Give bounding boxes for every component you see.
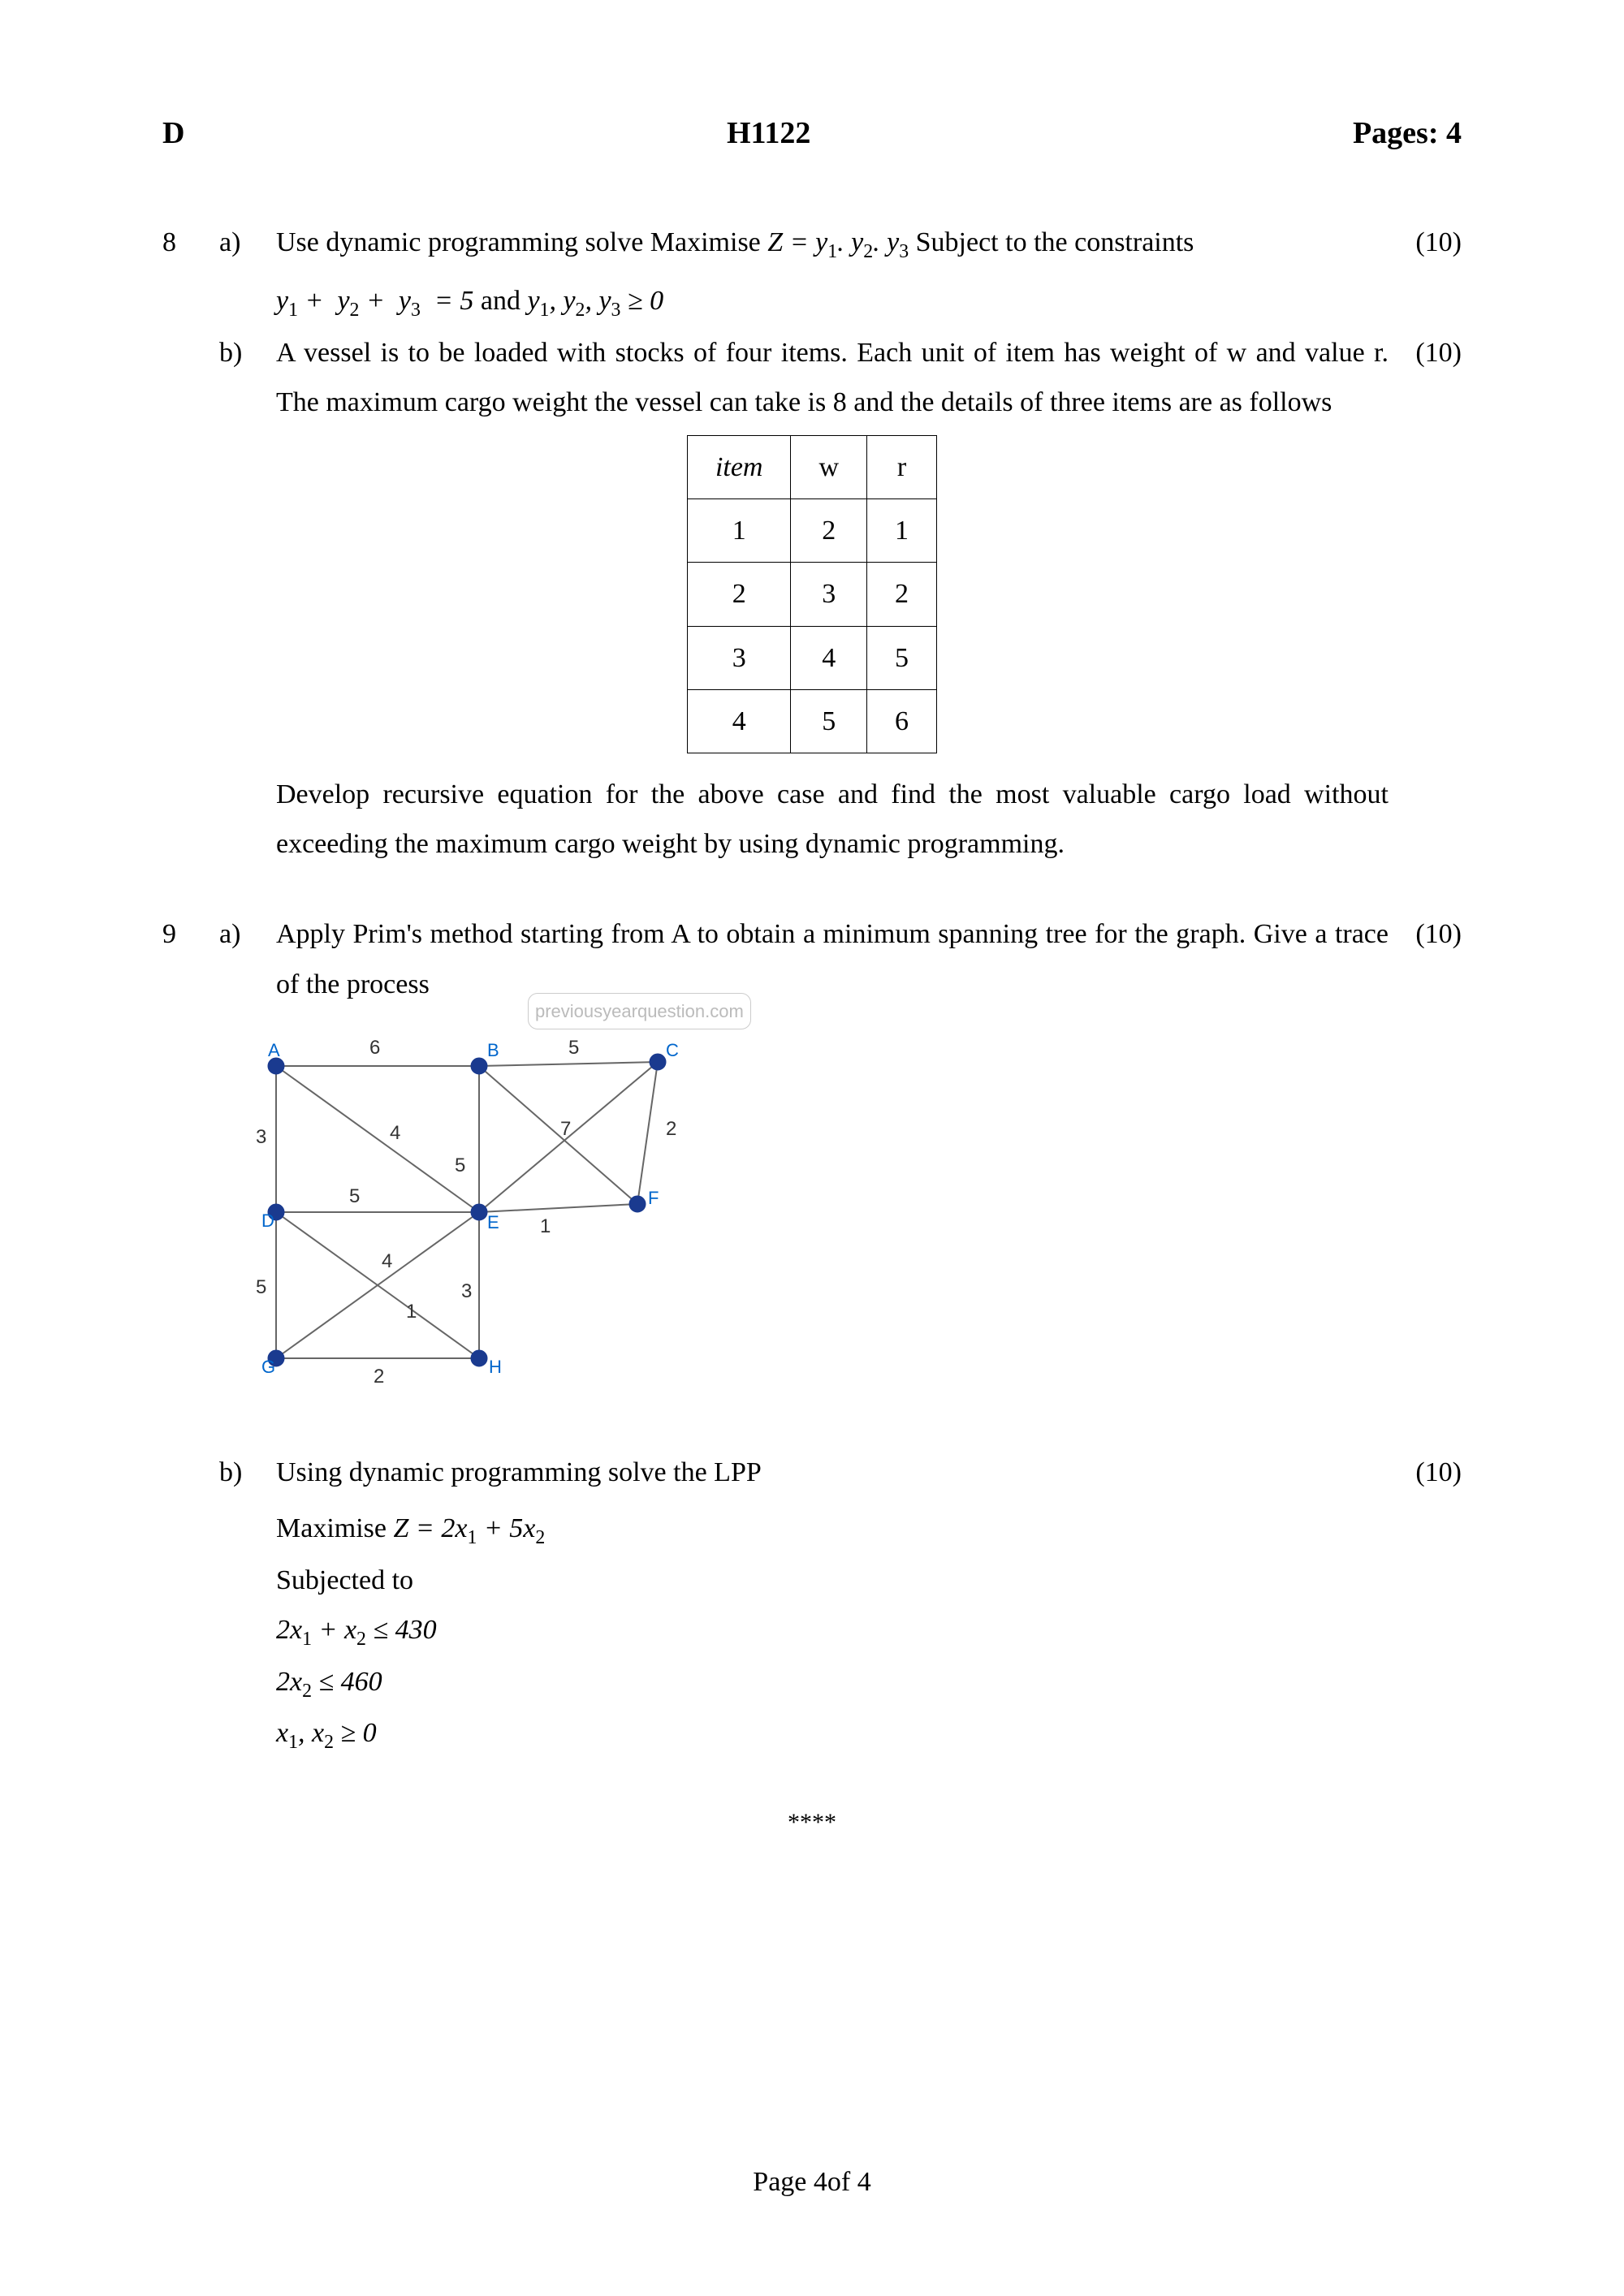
svg-text:4: 4 bbox=[382, 1250, 392, 1272]
cell: 5 bbox=[867, 626, 937, 689]
q8b-text2: Develop recursive equation for the above… bbox=[276, 770, 1389, 869]
q8a-zexpr: Z = y1. y2. y3 bbox=[767, 227, 909, 257]
cell: 6 bbox=[867, 689, 937, 753]
svg-text:D: D bbox=[261, 1211, 274, 1231]
q9b-label: b) bbox=[219, 1448, 276, 1497]
q8a-marks: (10) bbox=[1389, 218, 1462, 267]
cell: 1 bbox=[687, 499, 791, 563]
q8a-label: a) bbox=[219, 218, 276, 267]
svg-text:B: B bbox=[487, 1040, 499, 1060]
q9a-graph-container: previousyearquestion.com 65345725141352A… bbox=[211, 1017, 1462, 1423]
header-center: H1122 bbox=[727, 106, 810, 161]
cell: 2 bbox=[867, 563, 937, 626]
q9b-line3: 2x1 + x2 ≤ 430 bbox=[276, 1605, 1389, 1657]
end-stars: **** bbox=[162, 1801, 1462, 1845]
svg-text:5: 5 bbox=[256, 1276, 266, 1298]
q9a-text: Apply Prim's method starting from A to o… bbox=[276, 909, 1389, 1008]
q9a-label: a) bbox=[219, 909, 276, 959]
svg-text:E: E bbox=[487, 1212, 499, 1232]
svg-text:F: F bbox=[648, 1188, 659, 1208]
q8a-row: 8 a) Use dynamic programming solve Maxim… bbox=[162, 218, 1462, 270]
q9b-line0: Using dynamic programming solve the LPP bbox=[276, 1448, 1389, 1497]
svg-text:3: 3 bbox=[461, 1280, 472, 1302]
q9b-marks: (10) bbox=[1389, 1448, 1462, 1497]
svg-text:2: 2 bbox=[374, 1366, 384, 1388]
svg-text:1: 1 bbox=[406, 1301, 417, 1323]
svg-text:A: A bbox=[268, 1040, 280, 1060]
q8b-label: b) bbox=[219, 328, 276, 378]
q8b-text1: A vessel is to be loaded with stocks of … bbox=[276, 328, 1389, 427]
svg-text:1: 1 bbox=[540, 1215, 551, 1237]
q8b-marks: (10) bbox=[1389, 328, 1462, 378]
svg-text:3: 3 bbox=[256, 1126, 266, 1148]
cell: 2 bbox=[791, 499, 867, 563]
q8a-constraint: y1 + y2 + y3 = 5 and y1, y2, y3 ≥ 0 bbox=[276, 276, 1389, 328]
table-row: 121 bbox=[687, 499, 936, 563]
cell: 3 bbox=[791, 563, 867, 626]
watermark: previousyearquestion.com bbox=[528, 993, 751, 1030]
svg-text:C: C bbox=[666, 1040, 679, 1060]
q9b-line1: Maximise Z = 2x1 + 5x2 bbox=[276, 1504, 1389, 1556]
q9-number: 9 bbox=[162, 909, 219, 959]
table-header-row: item w r bbox=[687, 436, 936, 499]
svg-text:H: H bbox=[489, 1357, 502, 1377]
svg-text:2: 2 bbox=[666, 1118, 676, 1140]
q9b-line4: 2x2 ≤ 460 bbox=[276, 1657, 1389, 1709]
q9b-line2: Subjected to bbox=[276, 1556, 1389, 1605]
q8b-row: b) A vessel is to be loaded with stocks … bbox=[162, 328, 1462, 427]
table-row: 456 bbox=[687, 689, 936, 753]
cell: 4 bbox=[791, 626, 867, 689]
q8a-body: Use dynamic programming solve Maximise Z… bbox=[276, 218, 1389, 270]
page-footer: Page 4of 4 bbox=[0, 2157, 1624, 2207]
q9a-marks: (10) bbox=[1389, 909, 1462, 959]
th-item: item bbox=[687, 436, 791, 499]
graph-svg: 65345725141352ABCDEFGH bbox=[211, 1017, 747, 1407]
svg-text:G: G bbox=[261, 1357, 275, 1377]
th-r: r bbox=[867, 436, 937, 499]
svg-text:5: 5 bbox=[349, 1185, 360, 1207]
svg-text:5: 5 bbox=[455, 1154, 465, 1176]
cell: 4 bbox=[687, 689, 791, 753]
q8a-text-pre: Use dynamic programming solve Maximise bbox=[276, 227, 767, 257]
q9b-row: b) Using dynamic programming solve the L… bbox=[162, 1448, 1462, 1497]
table-row: 345 bbox=[687, 626, 936, 689]
q8b-table: item w r 121 232 345 456 bbox=[687, 435, 937, 753]
svg-text:4: 4 bbox=[390, 1122, 400, 1144]
q9b-line5: x1, x2 ≥ 0 bbox=[276, 1708, 1389, 1760]
page-header: D H1122 Pages: 4 bbox=[162, 106, 1462, 161]
svg-text:5: 5 bbox=[568, 1037, 579, 1059]
header-left: D bbox=[162, 106, 184, 161]
q8-number: 8 bbox=[162, 218, 219, 267]
cell: 3 bbox=[687, 626, 791, 689]
cell: 1 bbox=[867, 499, 937, 563]
header-right: Pages: 4 bbox=[1353, 106, 1462, 161]
cell: 5 bbox=[791, 689, 867, 753]
svg-text:6: 6 bbox=[369, 1037, 380, 1059]
th-w: w bbox=[791, 436, 867, 499]
cell: 2 bbox=[687, 563, 791, 626]
page: D H1122 Pages: 4 8 a) Use dynamic progra… bbox=[0, 0, 1624, 2296]
q8a-text-post: Subject to the constraints bbox=[909, 227, 1194, 257]
q9a-row: 9 a) Apply Prim's method starting from A… bbox=[162, 909, 1462, 1008]
table-row: 232 bbox=[687, 563, 936, 626]
